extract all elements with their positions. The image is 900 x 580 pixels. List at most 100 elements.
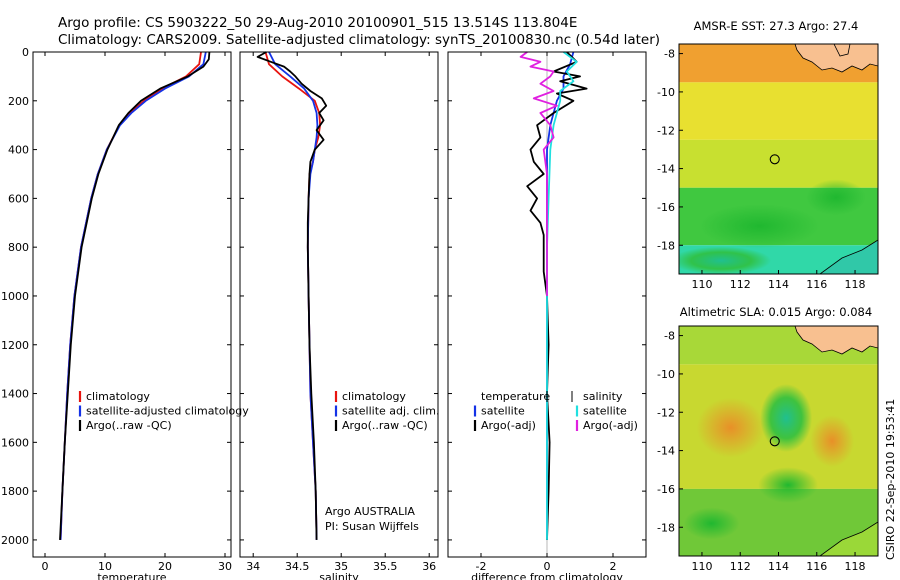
salinity-xtick-label: 34 (246, 560, 260, 573)
argo-label-line-2: PI: Susan Wijffels (325, 520, 419, 533)
salinity-xtick-label: 35.5 (373, 560, 398, 573)
salinity-legend-label: climatology (342, 390, 406, 403)
temperature-xlabel: temperature (97, 571, 166, 580)
salinity-legend-label: Argo(..raw -QC) (342, 419, 428, 432)
salinity-series-2 (256, 51, 328, 540)
sla-map-xtick-label: 118 (845, 560, 866, 573)
temperature-series-0 (59, 51, 202, 540)
temperature-panel: 0 10 20 30 0 200 400 600 800 1000 1200 1400 1600 1800… (1, 46, 249, 580)
sla-map-ytick-label: -18 (657, 521, 675, 534)
sst-field (679, 44, 878, 274)
sst-map-band-1 (679, 82, 878, 140)
sst-map-ytick-label: -16 (657, 201, 675, 214)
salinity-xtick-label: 36 (422, 560, 436, 573)
header-line-2: Climatology: CARS2009. Satellite-adjuste… (58, 32, 660, 48)
argo-label-line-1: Argo AUSTRALIA (325, 505, 415, 518)
sla-map-xtick-label: 116 (806, 560, 827, 573)
salinity-frame (239, 51, 439, 558)
land-australia-coast-sla (819, 521, 878, 556)
difference-legend-label: satellite (583, 405, 627, 418)
temperature-ytick-label: 400 (8, 144, 29, 157)
sst-map-ytick-label: -10 (657, 86, 675, 99)
sla-map-ytick-label: -12 (657, 406, 675, 419)
land-java (794, 44, 878, 73)
sla-map-ytick-label: -16 (657, 483, 675, 496)
temperature-ytick-label: 1000 (1, 290, 29, 303)
sla-map-xtick-label: 114 (768, 560, 789, 573)
sst-map-ytick-label: -14 (657, 163, 675, 176)
temperature-legend-label: Argo(..raw -QC) (86, 419, 172, 432)
sst-map-xtick-label: 114 (768, 278, 789, 291)
sst-map-xtick-label: 118 (845, 278, 866, 291)
sst-map-ytick-label: -12 (657, 124, 675, 137)
sst-map-xtick-label: 112 (730, 278, 751, 291)
land-bali (833, 44, 851, 57)
temperature-xtick-label: 20 (158, 560, 172, 573)
temperature-series-1 (59, 51, 207, 540)
sst-green-blob-2 (805, 179, 866, 216)
header-line-1: Argo profile: CS 5903222_50 29-Aug-2010 … (58, 15, 577, 31)
sst-map-panel: AMSR-E SST: 27.3 Argo: 27.4 110 112 114 116… (657, 19, 879, 291)
temperature-ytick-label: 1400 (1, 388, 29, 401)
difference-legend-label: Argo(-adj) (583, 419, 638, 432)
difference-xtick-label: -2 (476, 560, 487, 573)
temperature-ytick-label: 1600 (1, 436, 29, 449)
credit-stamp: CSIRO 22-Sep-2010 19:53:41 (884, 399, 897, 560)
sst-map-band-2 (679, 139, 878, 188)
temperature-ytick-label: 800 (8, 241, 29, 254)
salinity-series-1 (268, 51, 319, 540)
difference-legend-label: Argo(-adj) (481, 419, 536, 432)
sla-map-xtick-label: 112 (730, 560, 751, 573)
temperature-legend-label: satellite-adjusted climatology (86, 405, 249, 418)
temperature-frame (32, 51, 232, 558)
sla-map-argo-marker (769, 436, 780, 447)
temperature-ytick-label: 200 (8, 95, 29, 108)
difference-xtick-label: 0 (544, 560, 551, 573)
temperature-xtick-label: 10 (98, 560, 112, 573)
sla-coastline (794, 326, 878, 556)
land-java-sla (794, 326, 878, 355)
sla-map-ytick-label: -14 (657, 445, 675, 458)
salinity-legend-label: satellite adj. clim. (342, 405, 439, 418)
sla-green-blob-2 (683, 507, 740, 540)
temperature-ytick-label: 600 (8, 192, 29, 205)
sla-warm-blob-2 (810, 415, 855, 467)
sst-map-xtick-label: 116 (806, 278, 827, 291)
sst-map-ytick-label: -18 (657, 239, 675, 252)
sst-map-argo-marker (769, 154, 780, 165)
salinity-xlabel: salinity (319, 571, 359, 580)
sst-map-title: AMSR-E SST: 27.3 Argo: 27.4 (694, 19, 859, 33)
difference-series-1 (526, 51, 588, 540)
sst-map-xtick-label: 110 (691, 278, 712, 291)
land-australia-coast (819, 239, 878, 274)
sla-field (679, 326, 878, 556)
difference-legend-label: salinity (583, 390, 623, 403)
sst-green-blob (699, 204, 820, 249)
sst-cool-blob (679, 246, 772, 274)
sst-coastline (794, 44, 878, 274)
sla-map-panel: Altimetric SLA: 0.015 Argo: 0.084 110 112… (657, 305, 879, 573)
sla-map-title: Altimetric SLA: 0.015 Argo: 0.084 (680, 305, 872, 319)
temperature-series-2 (59, 51, 211, 540)
temperature-xtick-label: 0 (42, 560, 49, 573)
temperature-ytick-label: 2000 (1, 534, 29, 547)
temperature-ytick-label: 0 (22, 46, 29, 59)
temperature-legend-label: climatology (86, 390, 150, 403)
difference-series-3 (519, 51, 558, 296)
salinity-xtick-label: 34.5 (285, 560, 310, 573)
sla-green-blob (758, 467, 819, 504)
difference-series-2 (546, 51, 578, 540)
sla-map-xtick-label: 110 (691, 560, 712, 573)
sla-map-ytick-label: -10 (657, 368, 675, 381)
temperature-xtick-label: 30 (218, 560, 232, 573)
difference-legend-label: satellite (481, 405, 525, 418)
difference-legend-label: temperature (481, 390, 550, 403)
difference-xlabel: difference from climatology (471, 571, 623, 580)
sla-cool-blob (760, 384, 813, 452)
salinity-xtick-label: 35 (334, 560, 348, 573)
sla-map-ytick-label: -8 (664, 330, 675, 343)
temperature-ytick-label: 1200 (1, 339, 29, 352)
